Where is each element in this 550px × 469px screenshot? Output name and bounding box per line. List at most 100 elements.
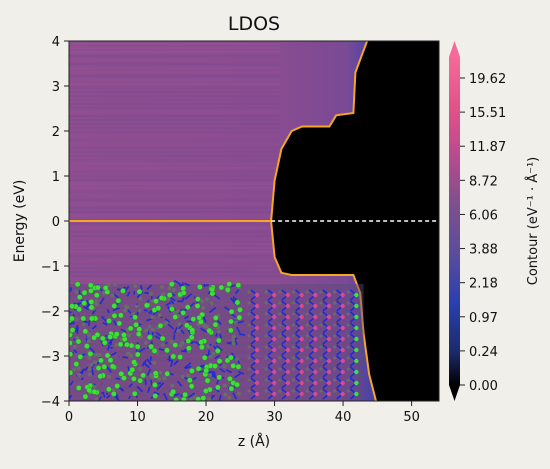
atom-gray xyxy=(333,312,337,316)
atom-gray xyxy=(126,333,131,338)
atom-gray xyxy=(278,290,282,294)
bond xyxy=(232,392,238,400)
bond xyxy=(208,306,217,314)
atom-gray xyxy=(346,356,350,360)
atom-green xyxy=(218,284,225,291)
bond xyxy=(170,300,175,305)
band-gap-region xyxy=(271,41,439,401)
ldos-stripe xyxy=(69,239,281,241)
atom-green xyxy=(82,328,89,335)
atom-green xyxy=(77,354,84,360)
atom-green xyxy=(228,385,235,392)
atom-gray xyxy=(203,324,208,329)
atom-green xyxy=(180,285,187,292)
bond xyxy=(122,356,129,359)
atom-pink xyxy=(313,391,318,397)
bond xyxy=(102,321,108,326)
bond xyxy=(82,320,89,324)
y-tick-label: −1 xyxy=(41,260,60,275)
atom-pink xyxy=(254,336,260,342)
atom-green xyxy=(131,376,137,382)
atom-gray xyxy=(159,284,164,289)
atom-green xyxy=(234,381,240,388)
atom-pink xyxy=(271,303,277,309)
atom-green xyxy=(180,310,186,316)
atom-pink xyxy=(313,369,318,375)
bond xyxy=(143,309,148,312)
atom-gray xyxy=(186,373,191,378)
atom-pink xyxy=(271,380,277,386)
atom-green xyxy=(173,397,180,401)
atom-green xyxy=(354,358,359,364)
colorbar-tick-label: 0.24 xyxy=(469,345,498,360)
bond xyxy=(101,391,105,394)
atom-pink xyxy=(340,358,345,364)
ldos-stripe xyxy=(69,251,281,253)
atom-gray xyxy=(291,312,296,316)
colorbar-label: Contour (eV⁻¹ · Å⁻¹) xyxy=(525,157,541,286)
atom-green xyxy=(91,389,98,395)
atom-green xyxy=(88,288,94,294)
atom-green xyxy=(75,385,82,391)
ldos-stripe xyxy=(69,375,281,377)
ldos-stripe xyxy=(69,255,281,257)
colorbar-top-arrow xyxy=(449,41,460,57)
bond xyxy=(184,315,189,320)
atom-gray xyxy=(180,340,185,345)
ldos-stripe xyxy=(69,79,281,81)
ldos-stripe xyxy=(69,247,281,249)
atom-gray xyxy=(114,343,119,348)
ldos-stripe xyxy=(69,75,281,77)
atom-green xyxy=(230,363,237,369)
atom-green xyxy=(148,343,154,350)
atom-pink xyxy=(299,380,304,386)
atom-green xyxy=(101,339,108,346)
bond xyxy=(180,329,185,335)
atom-gray xyxy=(94,302,99,307)
atom-gray xyxy=(152,360,157,365)
atom-gray xyxy=(123,308,128,313)
bond xyxy=(112,307,120,312)
y-axis: −4 −3 −2 −1 0 1 2 3 4 xyxy=(41,35,69,410)
atom-gray xyxy=(125,305,130,310)
atom-green xyxy=(189,368,195,374)
ldos-stripe xyxy=(69,287,281,289)
ldos-stripe xyxy=(69,279,281,281)
atom-gray xyxy=(76,372,81,377)
atom-green xyxy=(216,374,223,381)
bond xyxy=(82,305,90,311)
ldos-stripe xyxy=(69,111,281,113)
ldos-stripe xyxy=(69,71,281,73)
bond xyxy=(187,392,196,399)
ldos-stripe xyxy=(69,47,281,49)
ldos-stripe xyxy=(69,215,281,217)
ldos-stripe xyxy=(69,123,281,125)
atom-gray xyxy=(247,301,251,305)
atom-gray xyxy=(134,304,139,309)
ldos-stripe xyxy=(69,291,281,293)
atom-gray xyxy=(180,374,185,379)
atom-green xyxy=(137,377,143,384)
atom-gray xyxy=(319,301,323,305)
ldos-stripe xyxy=(69,207,281,209)
bond xyxy=(237,320,245,324)
atom-gray xyxy=(86,339,91,344)
atom-gray xyxy=(247,323,251,327)
ldos-stripe xyxy=(69,67,281,69)
bond xyxy=(120,328,127,333)
atom-gray xyxy=(175,309,180,314)
atom-gray xyxy=(176,328,181,333)
atom-gray xyxy=(89,362,94,367)
atom-pink xyxy=(313,303,318,309)
atom-gray xyxy=(278,345,282,349)
atom-gray xyxy=(346,345,350,349)
bond xyxy=(91,325,97,330)
atom-gray xyxy=(148,291,153,296)
bond xyxy=(69,380,74,386)
atom-pink xyxy=(299,347,304,353)
atom-gray xyxy=(291,356,296,360)
bond xyxy=(80,377,84,381)
atom-green xyxy=(69,351,74,357)
atom-gray xyxy=(346,312,350,316)
atom-green xyxy=(132,314,138,321)
